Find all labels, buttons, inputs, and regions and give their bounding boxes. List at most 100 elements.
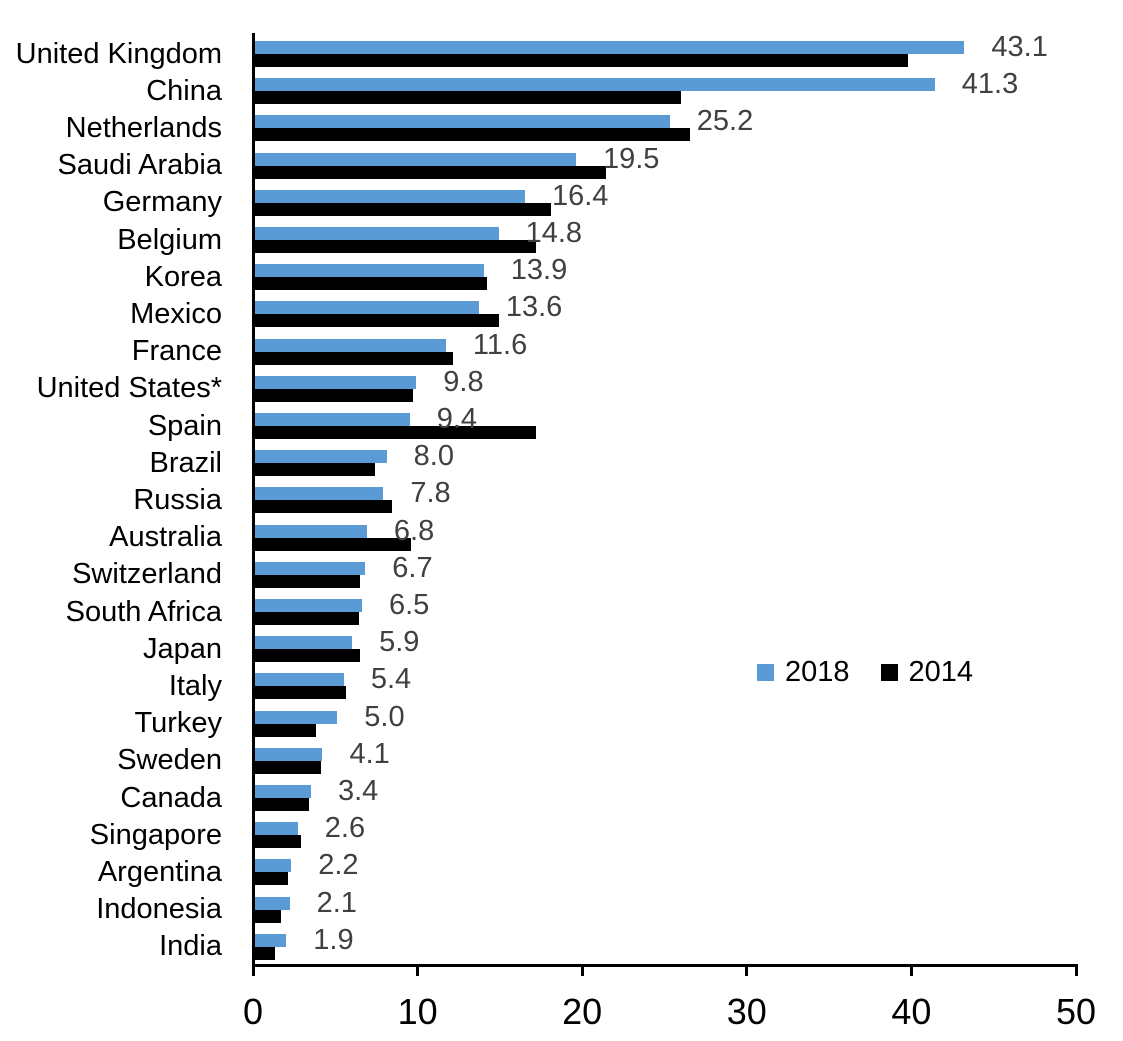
bar-2014-russia xyxy=(255,500,392,514)
bar-2014-south-africa xyxy=(255,612,359,625)
value-label-canada: 3.4 xyxy=(337,775,379,807)
category-label-belgium: Belgium xyxy=(117,223,222,256)
legend-swatch-2018 xyxy=(757,664,774,681)
legend-item-2018: 2018 xyxy=(757,658,850,687)
category-label-singapore: Singapore xyxy=(89,818,222,851)
bar-2014-netherlands xyxy=(255,128,690,142)
bar-2018-italy xyxy=(255,673,344,687)
category-label-italy: Italy xyxy=(168,669,222,702)
legend-label-2014: 2014 xyxy=(908,656,974,688)
value-label-japan: 5.9 xyxy=(379,626,420,659)
x-tick-label-0: 0 xyxy=(242,991,264,1032)
bar-2018-sweden xyxy=(255,747,323,761)
bar-2014-united-states xyxy=(255,388,414,402)
value-label-india: 1.9 xyxy=(313,923,354,956)
x-tick-label-50: 50 xyxy=(1055,991,1097,1032)
category-label-brazil: Brazil xyxy=(149,446,222,479)
bar-2018-netherlands xyxy=(255,115,670,129)
bar-2014-argentina xyxy=(255,872,288,886)
bar-2018-korea xyxy=(255,264,484,278)
bar-2014-turkey xyxy=(255,723,316,737)
bar-2014-belgium xyxy=(255,240,537,253)
x-tick-mark-10 xyxy=(416,967,420,976)
bar-2014-mexico xyxy=(255,314,499,328)
bar-2014-brazil xyxy=(255,463,376,477)
category-label-japan: Japan xyxy=(142,632,222,665)
value-label-mexico: 13.6 xyxy=(505,291,563,324)
bar-2018-india xyxy=(255,933,287,947)
x-tick-mark-0 xyxy=(251,967,255,976)
bar-2014-switzerland xyxy=(255,574,361,588)
bar-2014-germany xyxy=(255,202,552,216)
x-tick-mark-30 xyxy=(745,967,749,976)
bar-2014-singapore xyxy=(255,835,302,849)
bar-2018-switzerland xyxy=(255,561,366,575)
category-label-united-kingdom: United Kingdom xyxy=(15,37,222,70)
y-axis-line xyxy=(252,33,255,966)
category-label-china: China xyxy=(146,74,222,107)
bar-2014-france xyxy=(255,351,453,365)
bar-2014-japan xyxy=(255,649,361,663)
bar-2018-united-states xyxy=(255,375,417,389)
category-label-australia: Australia xyxy=(109,521,222,554)
value-label-germany: 16.4 xyxy=(551,179,609,212)
category-label-turkey: Turkey xyxy=(134,707,222,740)
value-label-australia: 6.8 xyxy=(393,514,435,547)
value-label-singapore: 2.6 xyxy=(324,812,366,845)
category-label-mexico: Mexico xyxy=(130,297,222,330)
x-tick-label-30: 30 xyxy=(726,991,767,1032)
value-label-turkey: 5.0 xyxy=(364,700,405,733)
bar-2018-united-kingdom xyxy=(255,41,965,54)
category-label-indonesia: Indonesia xyxy=(96,893,222,926)
legend: 2018 2014 xyxy=(757,658,973,687)
bar-2014-sweden xyxy=(255,760,321,774)
value-label-argentina: 2.2 xyxy=(318,849,359,882)
bar-2014-spain xyxy=(255,426,537,439)
legend-swatch-2014 xyxy=(880,664,898,681)
category-label-spain: Spain xyxy=(147,409,222,442)
value-label-south-africa: 6.5 xyxy=(388,589,430,621)
bar-2014-australia xyxy=(255,537,412,551)
x-tick-label-10: 10 xyxy=(397,991,438,1032)
x-tick-mark-40 xyxy=(909,967,913,976)
bar-2018-australia xyxy=(255,524,367,538)
bar-2014-saudi-arabia xyxy=(255,165,606,179)
bar-2018-saudi-arabia xyxy=(255,152,576,166)
bar-2018-singapore xyxy=(255,822,298,836)
bar-2018-germany xyxy=(255,189,525,203)
x-tick-label-20: 20 xyxy=(562,991,603,1032)
value-label-sweden: 4.1 xyxy=(349,737,390,770)
value-label-italy: 5.4 xyxy=(370,663,412,696)
bar-2014-indonesia xyxy=(255,909,282,923)
bar-2018-china xyxy=(255,78,935,92)
bar-2018-canada xyxy=(255,785,311,798)
category-label-india: India xyxy=(159,930,222,963)
category-label-korea: Korea xyxy=(144,260,222,293)
value-label-switzerland: 6.7 xyxy=(392,551,433,584)
bar-2018-japan xyxy=(255,636,353,650)
category-label-south-africa: South Africa xyxy=(65,595,222,628)
category-label-russia: Russia xyxy=(133,483,222,516)
category-label-netherlands: Netherlands xyxy=(65,111,222,144)
legend-item-2014: 2014 xyxy=(880,656,974,688)
bar-2018-argentina xyxy=(255,859,292,873)
bar-2018-spain xyxy=(255,413,410,426)
bar-2018-mexico xyxy=(255,301,479,315)
value-label-united-kingdom: 43.1 xyxy=(991,31,1048,63)
bar-2014-china xyxy=(255,91,682,105)
x-tick-mark-50 xyxy=(1074,967,1078,976)
value-label-indonesia: 2.1 xyxy=(316,886,357,919)
value-label-china: 41.3 xyxy=(961,68,1019,101)
value-label-spain: 9.4 xyxy=(436,403,478,435)
value-label-belgium: 14.8 xyxy=(525,217,583,249)
value-label-brazil: 8.0 xyxy=(413,440,454,473)
category-label-argentina: Argentina xyxy=(97,855,222,888)
value-label-saudi-arabia: 19.5 xyxy=(602,142,660,175)
category-label-switzerland: Switzerland xyxy=(72,558,222,591)
x-tick-mark-20 xyxy=(580,967,584,976)
category-label-france: France xyxy=(131,335,222,368)
bar-2014-korea xyxy=(255,277,488,291)
category-label-sweden: Sweden xyxy=(117,744,222,777)
x-axis-line xyxy=(252,964,1078,967)
